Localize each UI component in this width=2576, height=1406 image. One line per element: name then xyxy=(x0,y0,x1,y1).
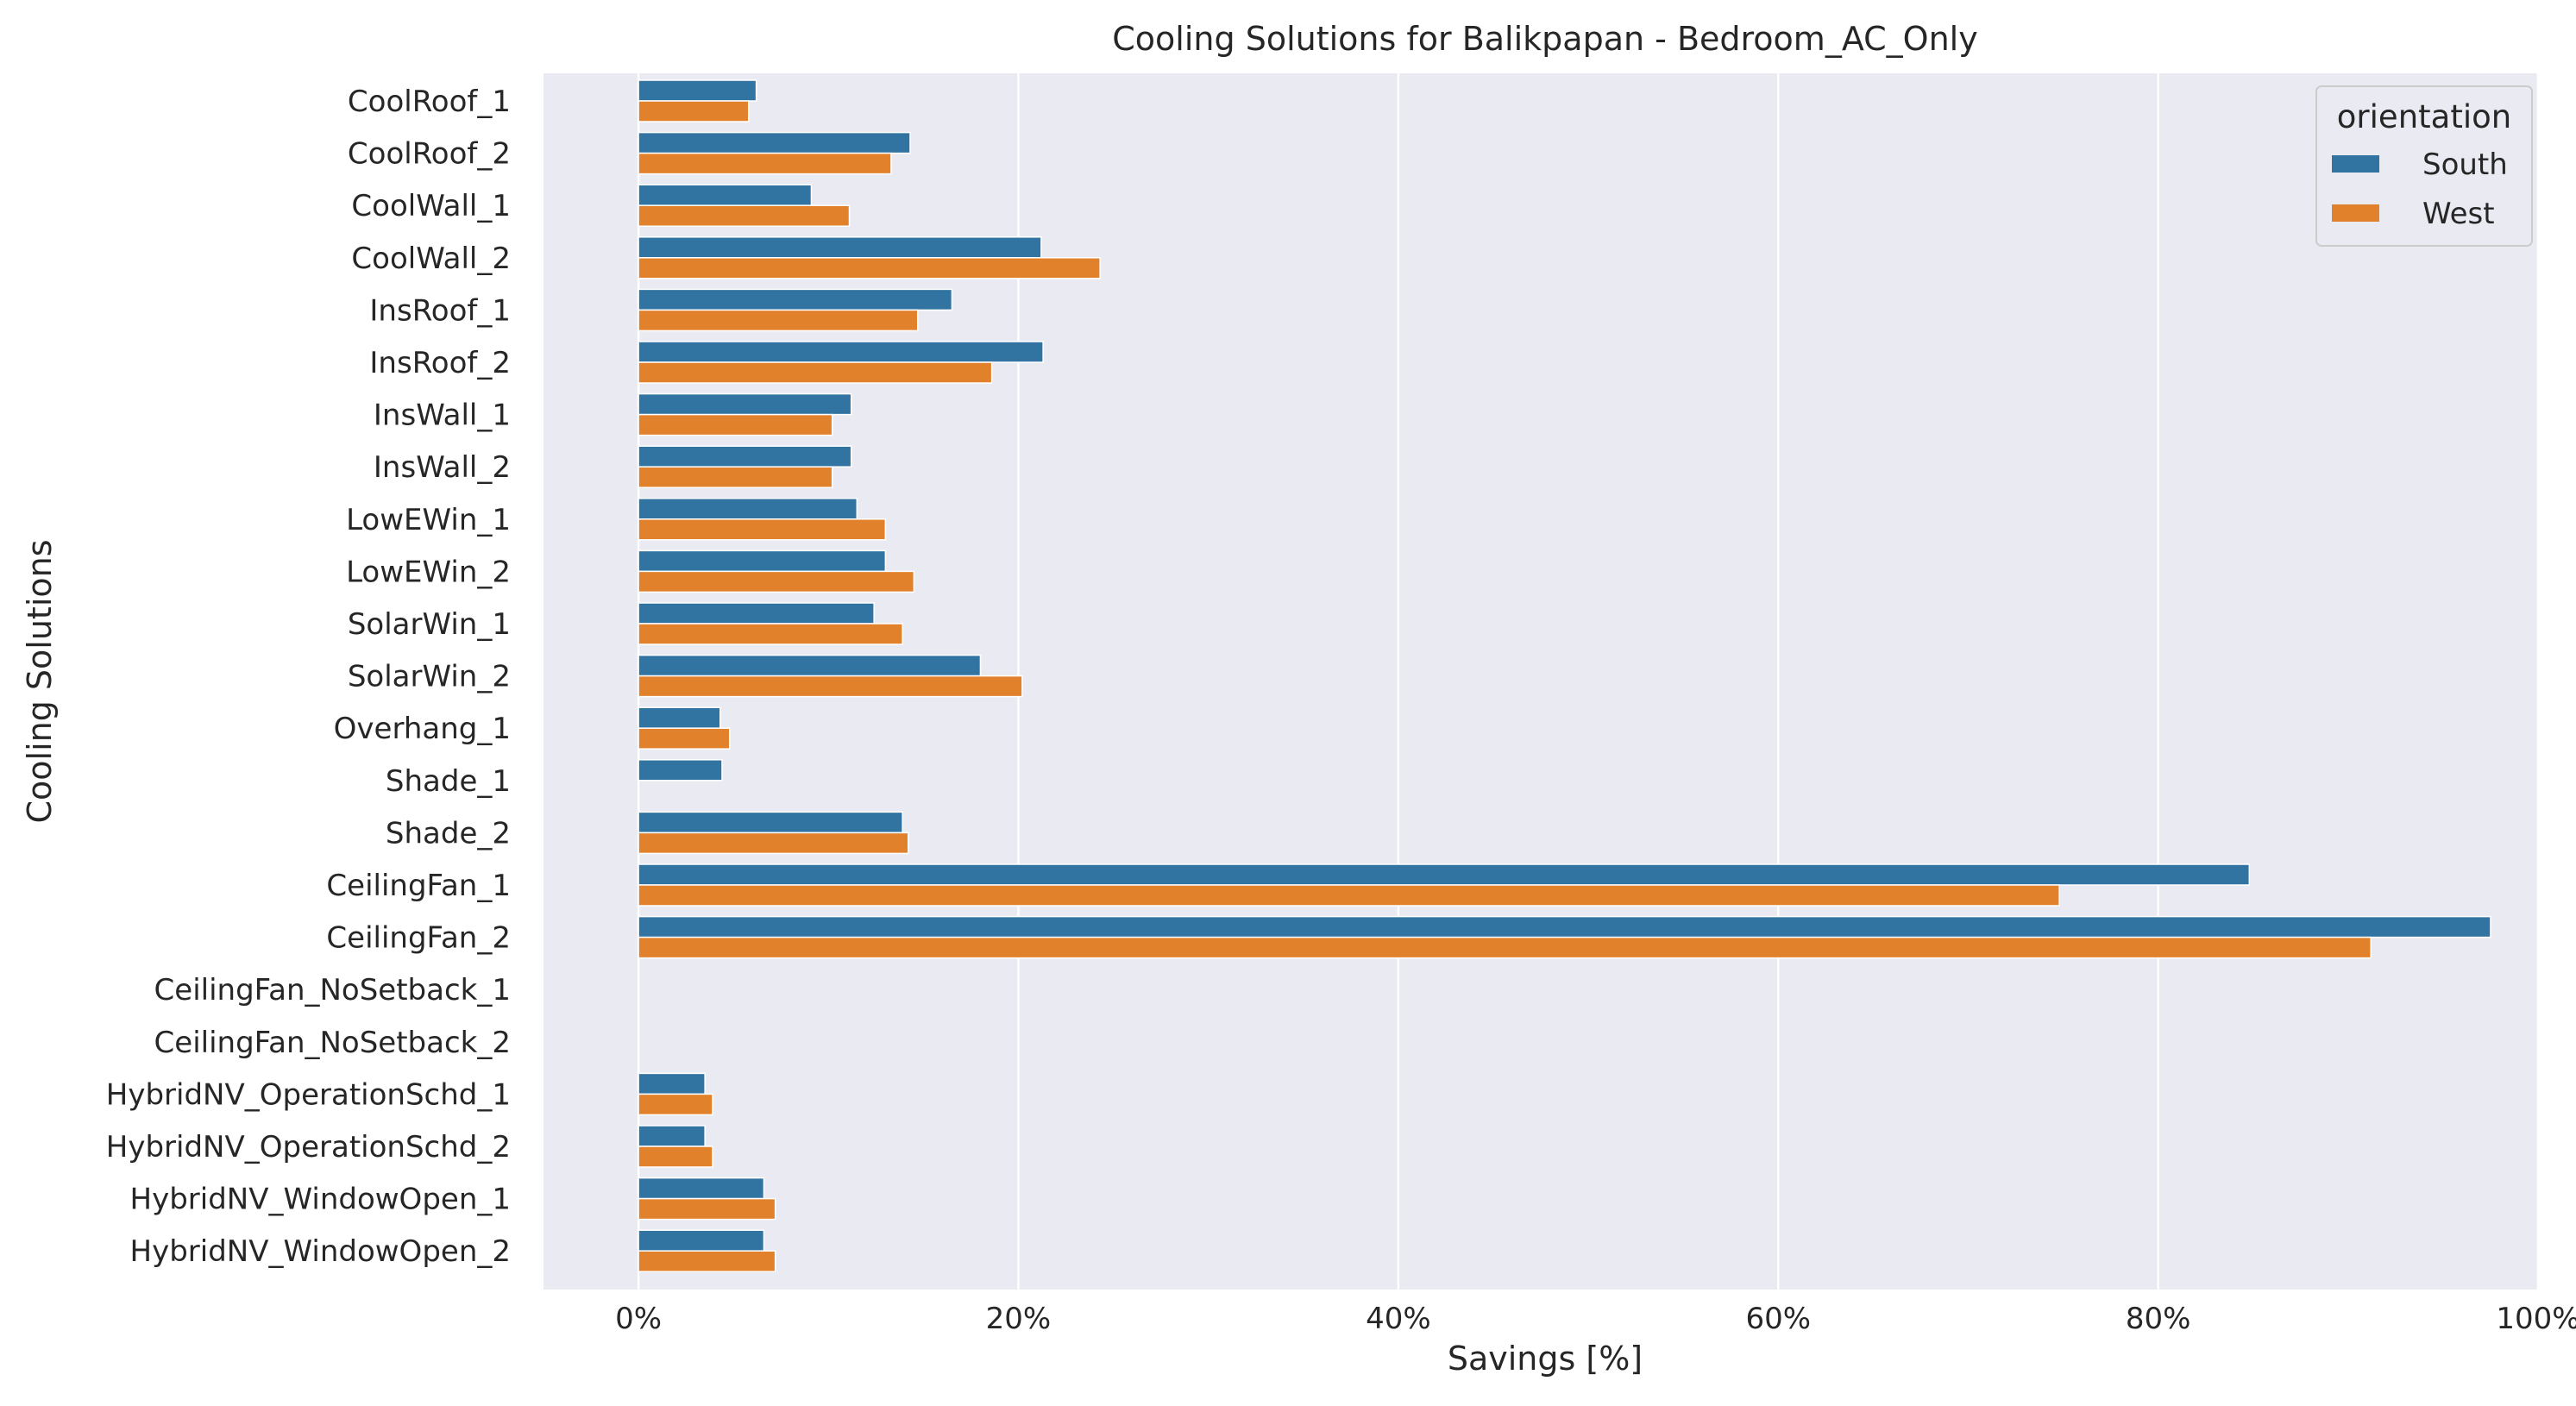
legend: orientation South West xyxy=(2315,85,2533,247)
y-tick-label: CoolRoof_2 xyxy=(348,137,511,172)
bar-west-hybridnv-windowopen-2 xyxy=(638,1250,776,1272)
y-tick-label: InsWall_2 xyxy=(374,450,511,485)
y-tick-label: CeilingFan_2 xyxy=(326,921,511,956)
bar-south-coolroof-1 xyxy=(638,79,757,102)
bar-south-inswall-1 xyxy=(638,392,852,416)
bar-west-hybridnv-windowopen-1 xyxy=(638,1197,776,1221)
bar-west-coolroof-1 xyxy=(638,100,750,122)
y-tick-label: CoolWall_1 xyxy=(351,189,511,223)
x-axis-label: Savings [%] xyxy=(1448,1340,1643,1378)
y-tick-label: InsRoof_1 xyxy=(369,293,511,328)
y-tick-label: CoolRoof_1 xyxy=(348,85,511,119)
bars xyxy=(638,79,2491,1272)
y-tick-label: HybridNV_WindowOpen_2 xyxy=(130,1234,511,1269)
bar-south-hybridnv-windowopen-1 xyxy=(638,1177,765,1200)
bar-west-inswall-1 xyxy=(638,413,833,436)
bar-south-overhang-1 xyxy=(638,706,721,729)
y-tick-label: CoolWall_2 xyxy=(351,242,511,276)
bar-south-solarwin-2 xyxy=(638,654,982,677)
y-tick-label: HybridNV_OperationSchd_2 xyxy=(106,1130,511,1164)
y-tick-label: Shade_2 xyxy=(386,816,511,851)
bar-west-lowewin-2 xyxy=(638,570,915,593)
bar-south-ceilingfan-1 xyxy=(638,863,2251,886)
bar-south-coolwall-2 xyxy=(638,236,1042,259)
bar-west-lowewin-1 xyxy=(638,518,887,541)
bar-south-hybridnv-windowopen-2 xyxy=(638,1229,765,1252)
y-tick-label: Shade_1 xyxy=(386,764,511,799)
y-tick-label: SolarWin_2 xyxy=(348,660,511,694)
y-tick-labels: CoolRoof_1 CoolRoof_2 CoolWall_1 CoolWall_2… xyxy=(106,85,511,1269)
bar-south-lowewin-2 xyxy=(638,549,887,573)
y-tick-label: CeilingFan_1 xyxy=(326,869,511,903)
x-tick-label: 100% xyxy=(2496,1302,2576,1336)
y-axis-label: Cooling Solutions xyxy=(21,539,59,823)
bar-west-coolwall-2 xyxy=(638,257,1101,279)
bar-south-coolroof-2 xyxy=(638,131,911,154)
bar-south-lowewin-1 xyxy=(638,498,858,520)
bar-south-insroof-1 xyxy=(638,288,953,311)
legend-label-south: South xyxy=(2422,148,2508,182)
bar-west-hybridnv-operationschd-2 xyxy=(638,1146,713,1168)
y-tick-label: Overhang_1 xyxy=(334,712,511,746)
y-tick-label: CeilingFan_NoSetback_2 xyxy=(154,1026,511,1060)
x-tick-labels: 0% 20% 40% 60% 80% 100% xyxy=(615,1302,2576,1336)
bar-west-coolwall-1 xyxy=(638,204,851,227)
bar-west-insroof-1 xyxy=(638,309,919,332)
y-tick-label: HybridNV_OperationSchd_1 xyxy=(106,1077,511,1112)
bar-south-shade-1 xyxy=(638,759,723,781)
legend-label-west: West xyxy=(2422,197,2495,231)
bar-south-ceilingfan-2 xyxy=(638,915,2491,938)
legend-swatch-west xyxy=(2332,204,2379,222)
y-tick-label: LowEWin_1 xyxy=(346,503,511,537)
bar-south-shade-2 xyxy=(638,811,903,834)
bar-west-ceilingfan-1 xyxy=(638,884,2060,907)
y-tick-label: InsWall_1 xyxy=(374,399,511,433)
legend-swatch-south xyxy=(2332,155,2379,173)
bar-south-hybridnv-operationschd-2 xyxy=(638,1125,706,1147)
bar-south-solarwin-1 xyxy=(638,602,875,625)
bar-west-shade-2 xyxy=(638,832,909,855)
bar-west-hybridnv-operationschd-1 xyxy=(638,1093,713,1116)
bar-south-hybridnv-operationschd-1 xyxy=(638,1072,706,1095)
bar-south-inswall-2 xyxy=(638,445,852,468)
x-tick-label: 60% xyxy=(1745,1302,1811,1336)
y-tick-label: InsRoof_2 xyxy=(369,346,511,380)
y-tick-label: LowEWin_2 xyxy=(346,555,511,589)
bar-west-solarwin-2 xyxy=(638,675,1023,698)
bar-west-overhang-1 xyxy=(638,727,731,750)
x-tick-label: 40% xyxy=(1366,1302,1431,1336)
bar-south-insroof-2 xyxy=(638,341,1044,363)
x-tick-label: 0% xyxy=(615,1302,662,1336)
y-tick-label: HybridNV_WindowOpen_1 xyxy=(130,1183,511,1217)
bar-west-solarwin-1 xyxy=(638,623,903,645)
y-tick-label: SolarWin_1 xyxy=(348,607,511,642)
bar-west-ceilingfan-2 xyxy=(638,936,2372,959)
bar-west-coolroof-2 xyxy=(638,152,892,175)
x-tick-label: 20% xyxy=(986,1302,1052,1336)
x-tick-label: 80% xyxy=(2126,1302,2191,1336)
y-tick-label: CeilingFan_NoSetback_1 xyxy=(154,973,511,1007)
bar-west-insroof-2 xyxy=(638,361,993,384)
bar-south-coolwall-1 xyxy=(638,184,813,206)
legend-title: orientation xyxy=(2337,98,2511,135)
chart-title: Cooling Solutions for Balikpapan - Bedro… xyxy=(1112,20,1977,58)
bar-west-inswall-2 xyxy=(638,466,833,488)
